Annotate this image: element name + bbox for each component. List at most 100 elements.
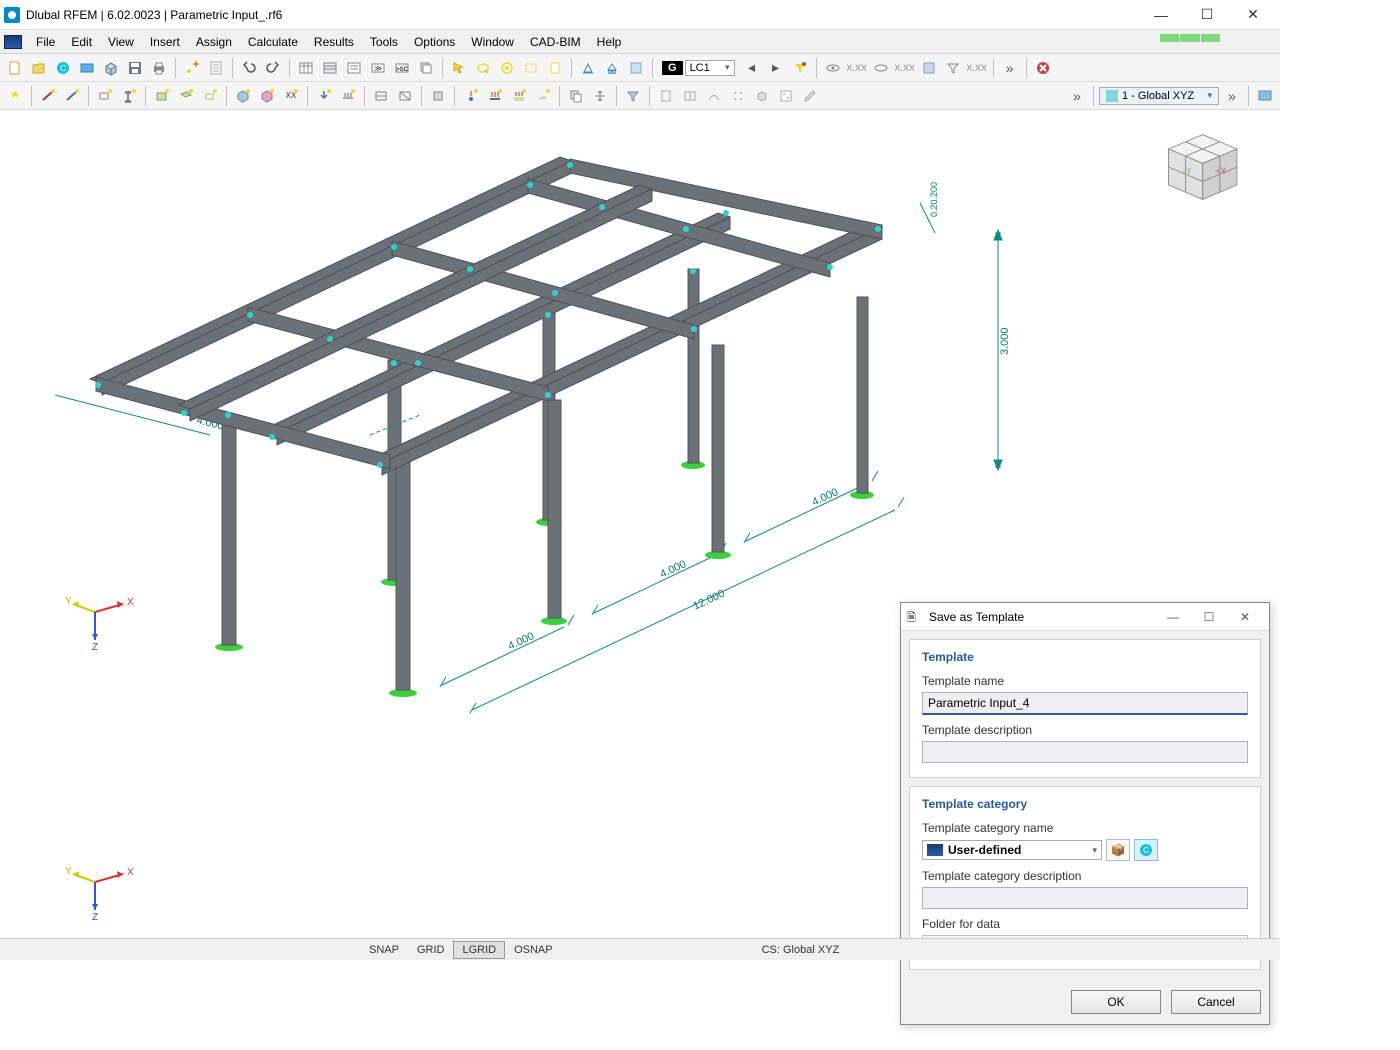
area-load-icon[interactable] — [508, 85, 530, 107]
menu-tools[interactable]: Tools — [362, 32, 406, 52]
nav-cube[interactable]: -Y +X — [1150, 122, 1250, 212]
list-icon[interactable] — [343, 57, 365, 79]
grid-icon[interactable] — [625, 57, 647, 79]
category-new-button[interactable]: C — [1134, 839, 1158, 861]
undo-icon[interactable] — [238, 57, 260, 79]
script-icon[interactable]: >SC — [391, 57, 413, 79]
load2-icon[interactable] — [337, 85, 359, 107]
redo-icon[interactable] — [262, 57, 284, 79]
menu-assign[interactable]: Assign — [188, 32, 240, 52]
cube-icon[interactable] — [100, 57, 122, 79]
stack-icon[interactable] — [415, 57, 437, 79]
close-button[interactable]: ✕ — [1230, 0, 1276, 30]
template-desc-input[interactable] — [922, 741, 1248, 763]
ok-button[interactable]: OK — [1071, 990, 1161, 1014]
cloud-icon[interactable]: C — [52, 57, 74, 79]
viewport-3d[interactable]: 4.000 4.000 4.000 4.000 12.000 3.000 0.2… — [0, 112, 1280, 938]
overflow-icon[interactable]: » — [999, 57, 1021, 79]
dialog-minimize-button[interactable]: — — [1155, 605, 1191, 629]
print-icon[interactable] — [148, 57, 170, 79]
dot-grid-icon[interactable] — [727, 85, 749, 107]
status-snap[interactable]: SNAP — [360, 941, 408, 959]
template-name-input[interactable] — [922, 692, 1248, 715]
new-file-icon[interactable] — [4, 57, 26, 79]
frame-icon[interactable] — [370, 85, 392, 107]
pencil-icon[interactable] — [799, 85, 821, 107]
load-new-icon[interactable] — [313, 85, 335, 107]
surface2-icon[interactable] — [175, 85, 197, 107]
opening-icon[interactable] — [199, 85, 221, 107]
menu-results[interactable]: Results — [306, 32, 362, 52]
menu-help[interactable]: Help — [589, 32, 630, 52]
new-star-icon[interactable] — [4, 85, 26, 107]
overflow2-icon[interactable]: » — [1066, 85, 1088, 107]
select-doc-icon[interactable] — [544, 57, 566, 79]
lc-filter-icon[interactable] — [789, 57, 811, 79]
gen1-icon[interactable] — [427, 85, 449, 107]
document-icon[interactable] — [205, 57, 227, 79]
coord-system-dropdown[interactable]: 1 - Global XYZ — [1099, 87, 1219, 105]
surface-load-icon[interactable] — [532, 85, 554, 107]
node-load-icon[interactable] — [460, 85, 482, 107]
menu-edit[interactable]: Edit — [63, 32, 100, 52]
save-icon[interactable] — [124, 57, 146, 79]
loadcase-dropdown[interactable]: LC1 — [685, 60, 735, 76]
dice-icon[interactable] — [775, 85, 797, 107]
filter2-icon[interactable] — [622, 85, 644, 107]
select-region-icon[interactable] — [472, 57, 494, 79]
curve-icon[interactable] — [703, 85, 725, 107]
overflow3-icon[interactable]: » — [1221, 85, 1243, 107]
rect-new-icon[interactable] — [94, 85, 116, 107]
menu-calculate[interactable]: Calculate — [240, 32, 306, 52]
category-dropdown[interactable]: User-defined — [922, 840, 1102, 860]
menu-insert[interactable]: Insert — [142, 32, 188, 52]
move-icon[interactable] — [589, 85, 611, 107]
status-lgrid[interactable]: LGRID — [453, 941, 505, 959]
copy-icon[interactable] — [565, 85, 587, 107]
minimize-button[interactable]: — — [1138, 0, 1184, 30]
nav-block-icon[interactable] — [76, 57, 98, 79]
solid2-icon[interactable] — [256, 85, 278, 107]
dialog-close-button[interactable]: ✕ — [1227, 605, 1263, 629]
xxx3-icon[interactable]: X.XX — [966, 57, 988, 79]
line-load-icon[interactable] — [484, 85, 506, 107]
maximize-button[interactable]: ☐ — [1184, 0, 1230, 30]
status-osnap[interactable]: OSNAP — [505, 941, 562, 959]
xx-icon[interactable]: XX — [280, 85, 302, 107]
cancel-button[interactable]: Cancel — [1171, 990, 1261, 1014]
view-settings-icon[interactable] — [822, 57, 844, 79]
lc-next-icon[interactable]: ▸ — [765, 57, 787, 79]
filter-view-icon[interactable] — [942, 57, 964, 79]
solid-new-icon[interactable] — [232, 85, 254, 107]
member-new-icon[interactable] — [37, 85, 59, 107]
xxx2-icon[interactable]: X.XX — [894, 57, 916, 79]
select-rect-icon[interactable] — [520, 57, 542, 79]
menu-window[interactable]: Window — [463, 32, 522, 52]
support-icon[interactable] — [577, 57, 599, 79]
menu-options[interactable]: Options — [406, 32, 463, 52]
cube-view-icon[interactable] — [918, 57, 940, 79]
category-desc-input[interactable] — [922, 887, 1248, 909]
xxx1-icon[interactable]: X.XX — [846, 57, 868, 79]
bracket1-icon[interactable] — [655, 85, 677, 107]
open-file-icon[interactable] — [28, 57, 50, 79]
new-node-icon[interactable] — [181, 57, 203, 79]
lc-prev-icon[interactable]: ◂ — [741, 57, 763, 79]
menu-file[interactable]: File — [28, 32, 63, 52]
select-filter-icon[interactable] — [496, 57, 518, 79]
surface-new-icon[interactable] — [151, 85, 173, 107]
menu-view[interactable]: View — [100, 32, 142, 52]
category-browse-button[interactable]: 📦 — [1106, 839, 1130, 861]
view-eye2-icon[interactable] — [870, 57, 892, 79]
display-settings-icon[interactable] — [1254, 85, 1276, 107]
cube-small-icon[interactable] — [751, 85, 773, 107]
bracket2-icon[interactable] — [679, 85, 701, 107]
delete-icon[interactable] — [1032, 57, 1054, 79]
member-edit-icon[interactable] — [61, 85, 83, 107]
go-icon[interactable]: ≫ — [367, 57, 389, 79]
table2-icon[interactable] — [319, 57, 341, 79]
section-new-icon[interactable] — [118, 85, 140, 107]
select-arrow-icon[interactable] — [448, 57, 470, 79]
frame2-icon[interactable] — [394, 85, 416, 107]
dialog-maximize-button[interactable]: ☐ — [1191, 605, 1227, 629]
